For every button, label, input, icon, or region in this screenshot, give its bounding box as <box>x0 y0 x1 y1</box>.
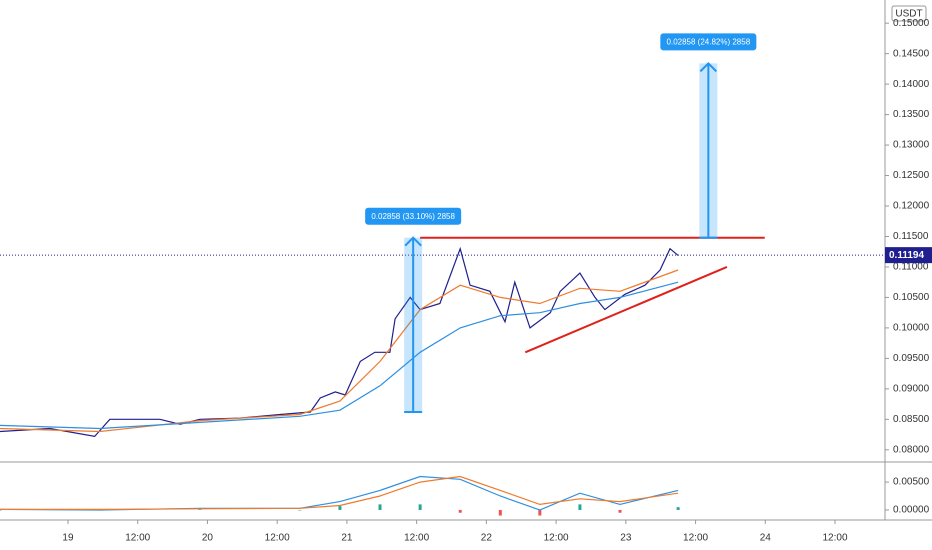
y-tick-label: 0.12500 <box>893 170 930 181</box>
histogram-bar <box>0 509 2 511</box>
measure-label: 0.02858 (33.10%) 2858 <box>371 212 455 221</box>
measure-arrowhead <box>699 61 718 73</box>
x-tick-label: 19 <box>62 533 74 544</box>
histogram-bar <box>338 506 342 510</box>
y-tick-label: 0.10000 <box>893 323 930 334</box>
y-tick-label: 0.09000 <box>893 384 930 395</box>
x-tick-label: 12:00 <box>683 533 708 544</box>
y-tick-label: 0.08000 <box>893 444 930 455</box>
measure-label-box <box>660 33 757 51</box>
y-tick-label: 0.13000 <box>893 140 930 151</box>
y-tick-label: 0.00500 <box>893 477 930 488</box>
histogram-bar <box>378 504 382 510</box>
x-tick-label: 12:00 <box>404 533 429 544</box>
histogram-bar <box>538 509 542 516</box>
histogram-bar <box>458 509 462 513</box>
histogram-bar <box>298 509 302 511</box>
y-tick-label: 0.11500 <box>893 231 929 242</box>
price-line-series <box>0 281 679 430</box>
x-tick-label: 22 <box>481 533 493 544</box>
y-tick-label: 0.00000 <box>893 505 930 516</box>
price-line-series <box>0 246 679 438</box>
y-tick-label: 0.09500 <box>893 353 930 364</box>
y-tick-label: 0.13500 <box>893 109 930 120</box>
x-tick-label: 12:00 <box>544 533 569 544</box>
y-tick-label: 0.14500 <box>893 48 930 59</box>
y-tick-label: 0.15000 <box>893 18 930 29</box>
y-tick-label: 0.08500 <box>893 414 930 425</box>
current-price-box <box>885 247 932 264</box>
measure-label-box <box>365 207 462 225</box>
macd-line <box>0 475 679 510</box>
x-tick-label: 12:00 <box>125 533 150 544</box>
trend-line <box>524 266 728 354</box>
price-line-series <box>0 269 679 433</box>
x-tick-label: 12:00 <box>265 533 290 544</box>
x-tick-label: 24 <box>760 533 772 544</box>
unit-box <box>891 5 927 22</box>
current-price-label: 0.11194 <box>889 250 924 261</box>
histogram-bar <box>618 509 622 513</box>
y-tick-label: 0.10500 <box>893 292 930 303</box>
x-tick-label: 21 <box>341 533 353 544</box>
histogram-bar <box>498 509 502 516</box>
y-tick-label: 0.12000 <box>893 201 930 212</box>
histogram-bar <box>578 504 582 510</box>
histogram-bar <box>418 504 422 510</box>
x-tick-label: 12:00 <box>823 533 848 544</box>
measure-label: 0.02858 (24.82%) 2858 <box>667 37 751 46</box>
histogram-bar <box>198 509 202 510</box>
x-tick-label: 23 <box>620 533 632 544</box>
y-tick-label: 0.11000 <box>893 262 929 273</box>
measure-arrowhead <box>404 236 422 247</box>
unit-label: USDT <box>895 9 922 20</box>
x-tick-label: 20 <box>202 533 214 544</box>
y-tick-label: 0.14000 <box>893 79 930 90</box>
histogram-bar <box>676 507 680 510</box>
